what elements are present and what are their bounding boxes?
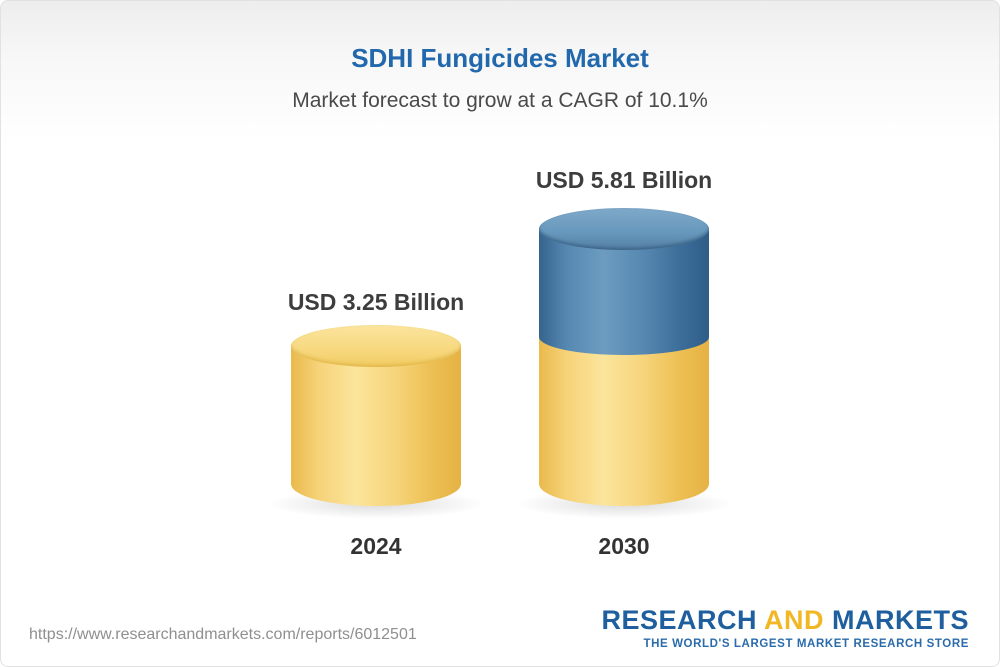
bar-2030-cylinder-top [539, 208, 709, 250]
bar-2024-cylinder-top [291, 325, 461, 367]
logo-word-and: AND [764, 605, 824, 635]
logo-word-research: RESEARCH [601, 605, 764, 635]
chart-title: SDHI Fungicides Market [351, 43, 649, 73]
bar-2024-category-label: 2024 [350, 533, 402, 559]
logo-tagline: THE WORLD'S LARGEST MARKET RESEARCH STOR… [643, 638, 969, 650]
logo-wordmark: RESEARCH AND MARKETS [601, 605, 969, 636]
bar-2030-cylinder-growth-segment [539, 229, 709, 355]
bar-2030-category-label: 2030 [598, 533, 650, 559]
bar-2024-cylinder-body [291, 346, 461, 506]
report-url: https://www.researchandmarkets.com/repor… [29, 626, 417, 643]
logo-word-markets: MARKETS [824, 605, 969, 635]
research-and-markets-logo: RESEARCH AND MARKETS THE WORLD'S LARGEST… [601, 605, 969, 650]
chart-subtitle: Market forecast to grow at a CAGR of 10.… [292, 89, 708, 112]
bar-2030-cylinder-base-segment [539, 336, 709, 506]
bar-2030-value-label: USD 5.81 Billion [535, 167, 713, 193]
bar-2024-value-label: USD 3.25 Billion [287, 289, 465, 315]
